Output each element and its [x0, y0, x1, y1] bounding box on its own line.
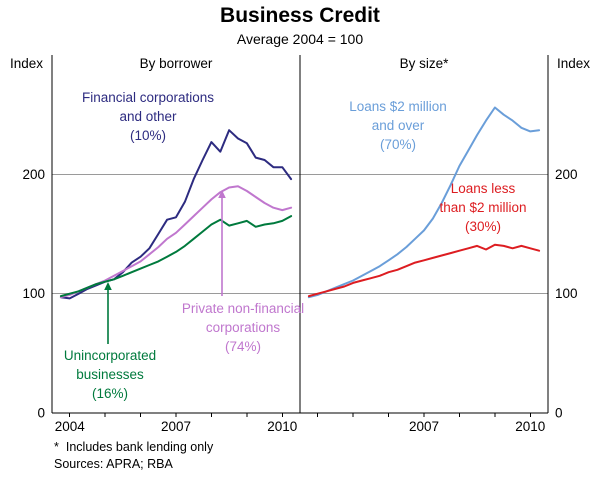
series-line: [59, 185, 293, 299]
annotation-line: (16%): [91, 386, 128, 401]
footnote-text: Includes bank lending only: [65, 440, 214, 454]
annotation-line: (74%): [224, 339, 261, 354]
annotation-unincorporated: Unincorporated businesses (16%): [20, 346, 200, 403]
y-tick-label-left: 0: [37, 406, 45, 421]
x-tick-label: 2010: [515, 419, 545, 434]
y-axis-unit-left: Index: [10, 56, 44, 71]
series-line: [307, 106, 541, 299]
x-tick-label: 2004: [55, 419, 86, 434]
annotation-line: than $2 million: [439, 200, 527, 215]
annotation-line: (30%): [464, 219, 501, 234]
sources-line: Sources: APRA; RBA: [54, 457, 173, 471]
x-tick-label: 2010: [267, 419, 297, 434]
annotation-line: Private non-financial: [181, 301, 305, 316]
annotation-financial-corporations: Financial corporations and other (10%): [48, 88, 248, 145]
panel-title-by-size: By size*: [399, 56, 449, 71]
chart-title: Business Credit: [220, 4, 380, 27]
annotation-arrowhead: [218, 190, 226, 198]
footnote-marker: *: [54, 440, 59, 454]
x-tick-label: 2007: [409, 419, 439, 434]
y-tick-label-right: 200: [555, 167, 578, 182]
series-line: [59, 129, 293, 300]
annotation-private-nonfinancial: Private non-financial corporations (74%): [143, 299, 343, 356]
x-tick-label: 2007: [161, 419, 191, 434]
chart-subtitle: Average 2004 = 100: [236, 31, 364, 47]
annotation-arrowhead: [104, 282, 112, 290]
annotation-line: (10%): [129, 128, 166, 143]
y-tick-label-right: 0: [555, 406, 563, 421]
annotation-loans-small: Loans less than $2 million (30%): [383, 179, 583, 236]
annotation-line: corporations: [205, 320, 281, 335]
annotation-line: Financial corporations: [81, 90, 215, 105]
annotation-line: and other: [119, 109, 177, 124]
annotation-loans-large: Loans $2 million and over (70%): [298, 97, 498, 154]
series-line: [307, 243, 541, 298]
annotation-line: (70%): [379, 137, 416, 152]
annotation-line: Loans less: [450, 181, 516, 196]
y-tick-label-left: 100: [22, 286, 45, 301]
footnote: * Includes bank lending only: [54, 440, 213, 454]
annotation-line: Loans $2 million: [349, 99, 447, 114]
y-tick-label-left: 200: [22, 167, 45, 182]
panel-title-by-borrower: By borrower: [139, 56, 213, 71]
y-axis-unit-right: Index: [556, 56, 590, 71]
annotation-line: and over: [371, 118, 425, 133]
annotation-line: Unincorporated: [63, 348, 157, 363]
y-tick-label-right: 100: [555, 286, 578, 301]
series-line: [59, 215, 293, 298]
annotation-line: businesses: [76, 367, 144, 382]
